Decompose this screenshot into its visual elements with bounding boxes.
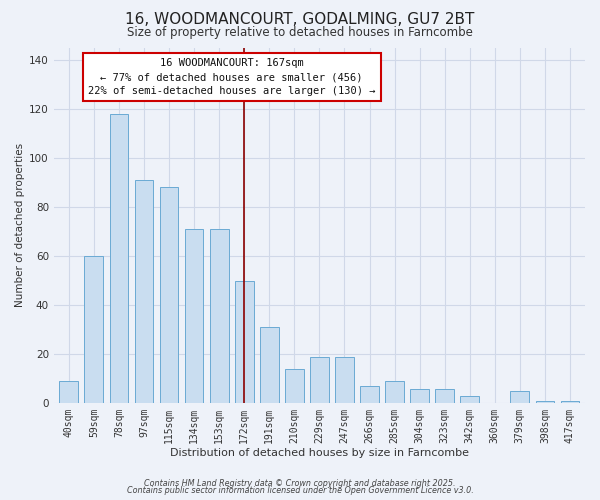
Bar xyxy=(560,401,580,403)
X-axis label: Distribution of detached houses by size in Farncombe: Distribution of detached houses by size … xyxy=(170,448,469,458)
Bar xyxy=(385,381,404,403)
Bar xyxy=(511,391,529,403)
Text: Contains public sector information licensed under the Open Government Licence v3: Contains public sector information licen… xyxy=(127,486,473,495)
Text: 16 WOODMANCOURT: 167sqm
← 77% of detached houses are smaller (456)
22% of semi-d: 16 WOODMANCOURT: 167sqm ← 77% of detache… xyxy=(88,58,376,96)
Bar xyxy=(85,256,103,403)
Y-axis label: Number of detached properties: Number of detached properties xyxy=(15,144,25,308)
Bar xyxy=(460,396,479,403)
Bar xyxy=(285,369,304,403)
Bar xyxy=(335,356,354,403)
Bar xyxy=(59,381,78,403)
Bar xyxy=(210,229,229,403)
Text: Contains HM Land Registry data © Crown copyright and database right 2025.: Contains HM Land Registry data © Crown c… xyxy=(144,478,456,488)
Bar xyxy=(435,388,454,403)
Bar xyxy=(160,188,178,403)
Text: Size of property relative to detached houses in Farncombe: Size of property relative to detached ho… xyxy=(127,26,473,39)
Bar xyxy=(536,401,554,403)
Bar xyxy=(185,229,203,403)
Bar xyxy=(134,180,154,403)
Bar xyxy=(235,280,254,403)
Bar xyxy=(260,327,278,403)
Text: 16, WOODMANCOURT, GODALMING, GU7 2BT: 16, WOODMANCOURT, GODALMING, GU7 2BT xyxy=(125,12,475,28)
Bar xyxy=(360,386,379,403)
Bar xyxy=(110,114,128,403)
Bar xyxy=(410,388,429,403)
Bar xyxy=(310,356,329,403)
